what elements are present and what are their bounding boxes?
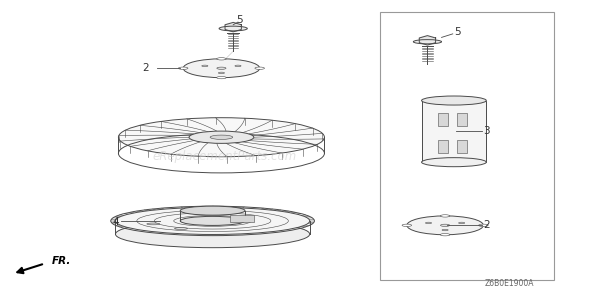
Bar bbox=[438, 113, 448, 126]
Text: Z6B0E1900A: Z6B0E1900A bbox=[485, 279, 535, 288]
Ellipse shape bbox=[421, 158, 486, 167]
Bar bbox=[438, 140, 448, 153]
Ellipse shape bbox=[189, 131, 254, 143]
Ellipse shape bbox=[478, 224, 488, 227]
Bar bbox=[457, 113, 467, 126]
Ellipse shape bbox=[210, 135, 232, 139]
Ellipse shape bbox=[402, 224, 412, 227]
Ellipse shape bbox=[414, 40, 441, 44]
Ellipse shape bbox=[180, 206, 245, 215]
Ellipse shape bbox=[180, 216, 245, 225]
Ellipse shape bbox=[119, 118, 324, 157]
Ellipse shape bbox=[440, 215, 450, 217]
Text: 2: 2 bbox=[142, 63, 149, 73]
Ellipse shape bbox=[255, 67, 264, 69]
Ellipse shape bbox=[442, 229, 448, 231]
Ellipse shape bbox=[116, 221, 310, 248]
Bar bbox=[421, 101, 486, 162]
Ellipse shape bbox=[178, 67, 188, 69]
Text: 4: 4 bbox=[113, 217, 119, 227]
Text: 5: 5 bbox=[454, 27, 461, 37]
Ellipse shape bbox=[218, 72, 224, 74]
Polygon shape bbox=[230, 215, 254, 222]
Ellipse shape bbox=[217, 76, 226, 79]
Ellipse shape bbox=[217, 58, 226, 60]
Ellipse shape bbox=[421, 96, 486, 105]
Text: 5: 5 bbox=[236, 15, 242, 25]
Ellipse shape bbox=[458, 222, 465, 224]
Ellipse shape bbox=[235, 65, 241, 67]
Bar bbox=[457, 140, 467, 153]
Ellipse shape bbox=[441, 224, 450, 227]
Polygon shape bbox=[419, 36, 435, 45]
Ellipse shape bbox=[116, 207, 310, 235]
Ellipse shape bbox=[217, 67, 226, 69]
Bar bbox=[381, 12, 554, 280]
Ellipse shape bbox=[202, 65, 208, 67]
Ellipse shape bbox=[183, 59, 260, 78]
Text: 2: 2 bbox=[483, 220, 490, 230]
Ellipse shape bbox=[407, 216, 483, 235]
Ellipse shape bbox=[440, 234, 450, 236]
Text: eReplacementParts.com: eReplacementParts.com bbox=[152, 150, 297, 163]
Polygon shape bbox=[225, 22, 241, 32]
Text: 3: 3 bbox=[483, 126, 490, 136]
Ellipse shape bbox=[147, 223, 160, 225]
Text: FR.: FR. bbox=[52, 256, 71, 266]
Ellipse shape bbox=[219, 26, 247, 31]
Ellipse shape bbox=[425, 222, 432, 224]
Ellipse shape bbox=[175, 228, 188, 230]
